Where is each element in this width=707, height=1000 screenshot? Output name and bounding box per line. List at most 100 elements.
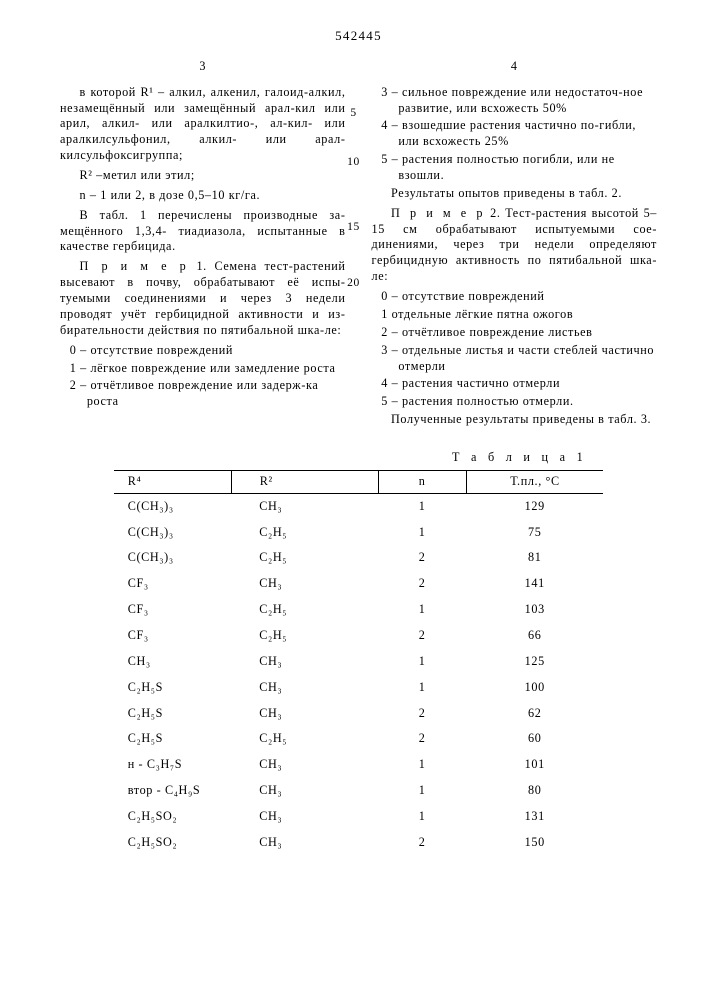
table-cell: C₂H₅SO₂ xyxy=(114,830,231,856)
table-cell: CH₃ xyxy=(231,675,378,701)
right-t2: 2 – отчётливое повреждение листьев xyxy=(372,325,658,341)
table-cell: C(CH₃)₃ xyxy=(114,520,231,546)
table-cell: 2 xyxy=(378,830,466,856)
table-cell: C₂H₅ xyxy=(231,623,378,649)
table-cell: 75 xyxy=(466,520,603,546)
right-t4: 4 – растения частично отмерли xyxy=(372,376,658,392)
gutter-line-number: 10 xyxy=(347,155,360,170)
left-p5: П р и м е р 1. Семена тест-растений высе… xyxy=(60,259,346,338)
table-cell: втор - C₄H₉S xyxy=(114,778,231,804)
gutter-line-number: 20 xyxy=(347,276,360,291)
table-row: CF₃CH₃2141 xyxy=(114,571,604,597)
table-row: C₂H₅SO₂CH₃2150 xyxy=(114,830,604,856)
left-p1: в которой R¹ – алкил, алкенил, галоид-ал… xyxy=(60,85,346,164)
table-cell: C₂H₅SO₂ xyxy=(114,804,231,830)
th-n: n xyxy=(378,470,466,493)
left-scale-2: 2 – отчётливое повреждение или задерж-ка… xyxy=(60,378,346,410)
th-r4: R⁴ xyxy=(114,470,231,493)
table-cell: CH₃ xyxy=(231,830,378,856)
table-cell: 2 xyxy=(378,701,466,727)
table-row: втор - C₄H₉SCH₃180 xyxy=(114,778,604,804)
left-column: 3 в которой R¹ – алкил, алкенил, галоид-… xyxy=(60,59,346,432)
table-cell: CH₃ xyxy=(231,778,378,804)
two-column-body: 3 в которой R¹ – алкил, алкенил, галоид-… xyxy=(60,59,657,432)
table-cell: 141 xyxy=(466,571,603,597)
table-row: C(CH₃)₃C₂H₅281 xyxy=(114,545,604,571)
table-cell: 103 xyxy=(466,597,603,623)
table-cell: 1 xyxy=(378,520,466,546)
example-label-2: П р и м е р xyxy=(391,206,485,220)
table-cell: C₂H₅ xyxy=(231,520,378,546)
compounds-table: R⁴ R² n Т.пл., °С C(CH₃)₃CH₃1129C(CH₃)₃C… xyxy=(114,470,604,856)
table-row: C₂H₅SCH₃262 xyxy=(114,701,604,727)
table-row: C(CH₃)₃CH₃1129 xyxy=(114,493,604,519)
table-cell: 1 xyxy=(378,804,466,830)
table-cell: 2 xyxy=(378,571,466,597)
table-cell: 66 xyxy=(466,623,603,649)
table-cell: 2 xyxy=(378,623,466,649)
table-row: CF₃C₂H₅266 xyxy=(114,623,604,649)
left-p4: В табл. 1 перечислены производные за-мещ… xyxy=(60,208,346,256)
table-cell: C₂H₅ xyxy=(231,726,378,752)
table-row: н - C₃H₇SCH₃1101 xyxy=(114,752,604,778)
table-cell: 81 xyxy=(466,545,603,571)
table-cell: CF₃ xyxy=(114,571,231,597)
table-cell: 60 xyxy=(466,726,603,752)
table-cell: C₂H₅S xyxy=(114,726,231,752)
table-cell: CF₃ xyxy=(114,597,231,623)
table-cell: C(CH₃)₃ xyxy=(114,545,231,571)
table-caption: Т а б л и ц а 1 xyxy=(60,450,587,466)
table-row: C₂H₅SC₂H₅260 xyxy=(114,726,604,752)
gutter-line-number: 15 xyxy=(347,220,360,235)
left-col-number: 3 xyxy=(60,59,346,75)
right-t0: 0 – отсутствие повреждений xyxy=(372,289,658,305)
table-cell: 2 xyxy=(378,545,466,571)
table-row: C₂H₅SO₂CH₃1131 xyxy=(114,804,604,830)
table-cell: CH₃ xyxy=(231,649,378,675)
table-cell: 1 xyxy=(378,752,466,778)
table-cell: 1 xyxy=(378,675,466,701)
example-label: П р и м е р xyxy=(80,259,189,273)
table-cell: CH₃ xyxy=(231,701,378,727)
right-t3: 3 – отдельные листья и части стеблей час… xyxy=(372,343,658,375)
table-cell: 125 xyxy=(466,649,603,675)
right-p8: Полученные результаты приведены в табл. … xyxy=(372,412,658,428)
right-p7: П р и м е р 2. Тест-растения высотой 5–1… xyxy=(372,206,658,285)
table-cell: 1 xyxy=(378,597,466,623)
table-body: C(CH₃)₃CH₃1129C(CH₃)₃C₂H₅175C(CH₃)₃C₂H₅2… xyxy=(114,493,604,856)
table-cell: 101 xyxy=(466,752,603,778)
table-cell: 150 xyxy=(466,830,603,856)
table-cell: CH₃ xyxy=(231,571,378,597)
table-row: CH₃CH₃1125 xyxy=(114,649,604,675)
table-header-row: R⁴ R² n Т.пл., °С xyxy=(114,470,604,493)
table-cell: C₂H₅ xyxy=(231,597,378,623)
table-cell: 131 xyxy=(466,804,603,830)
left-p2: R² –метил или этил; xyxy=(60,168,346,184)
table-cell: C(CH₃)₃ xyxy=(114,493,231,519)
table-cell: CH₃ xyxy=(231,493,378,519)
th-mp: Т.пл., °С xyxy=(466,470,603,493)
right-t1: 1 отдельные лёгкие пятна ожогов xyxy=(372,307,658,323)
table-cell: C₂H₅ xyxy=(231,545,378,571)
right-scale-4: 4 – взошедшие растения частично по-гибли… xyxy=(372,118,658,150)
th-r2: R² xyxy=(231,470,378,493)
table-cell: 80 xyxy=(466,778,603,804)
table-cell: 1 xyxy=(378,778,466,804)
left-p3: n – 1 или 2, в дозе 0,5–10 кг/га. xyxy=(60,188,346,204)
right-scale-5: 5 – растения полностью погибли, или не в… xyxy=(372,152,658,184)
left-scale-0: 0 – отсутствие повреждений xyxy=(60,343,346,359)
table-row: C₂H₅SCH₃1100 xyxy=(114,675,604,701)
right-scale-3: 3 – сильное повреждение или недостаточ-н… xyxy=(372,85,658,117)
table-cell: 62 xyxy=(466,701,603,727)
right-t5: 5 – растения полностью отмерли. xyxy=(372,394,658,410)
table-cell: 100 xyxy=(466,675,603,701)
table-cell: CH₃ xyxy=(231,752,378,778)
table-cell: 2 xyxy=(378,726,466,752)
table-cell: CF₃ xyxy=(114,623,231,649)
gutter-line-number: 5 xyxy=(350,106,356,121)
right-column: 4 3 – сильное повреждение или недостаточ… xyxy=(372,59,658,432)
table-cell: CH₃ xyxy=(231,804,378,830)
right-col-number: 4 xyxy=(372,59,658,75)
right-p6: Результаты опытов приведены в табл. 2. xyxy=(372,186,658,202)
table-row: C(CH₃)₃C₂H₅175 xyxy=(114,520,604,546)
